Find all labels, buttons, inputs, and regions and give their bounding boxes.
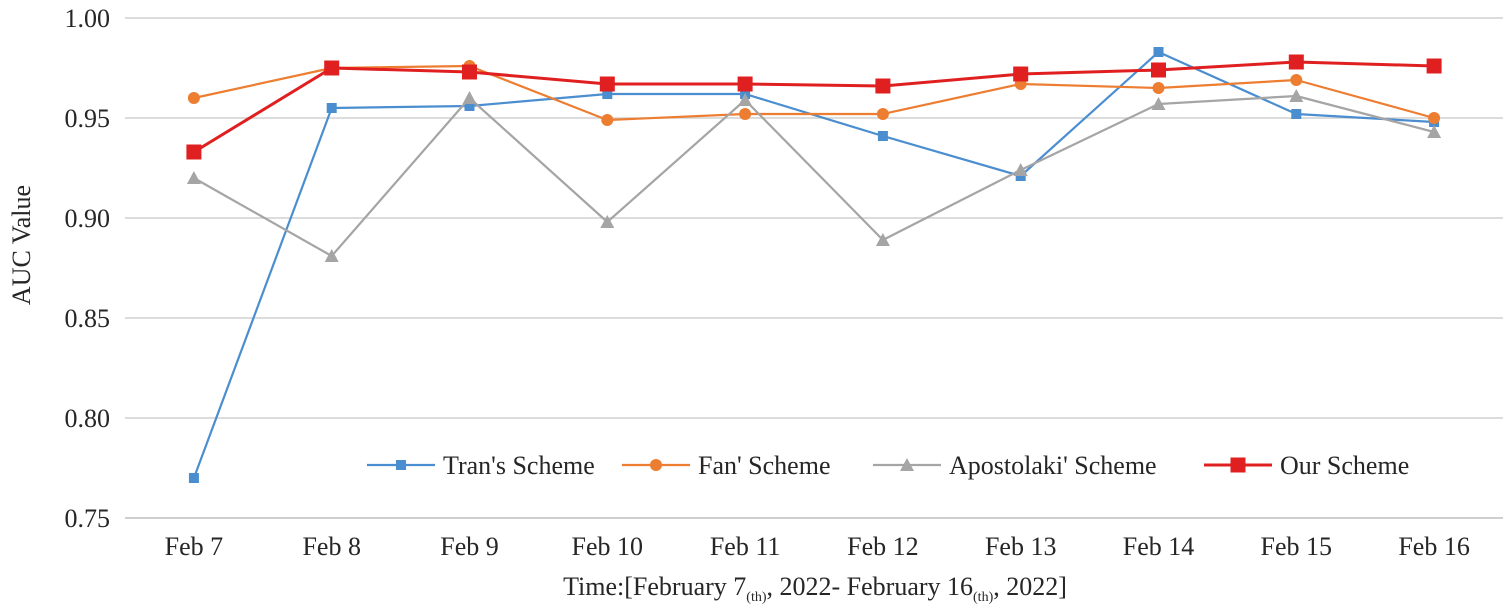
series-layer — [186, 47, 1442, 483]
y-tick-label: 0.85 — [65, 304, 111, 333]
y-tick-label: 0.95 — [65, 104, 111, 133]
data-point-fan-scheme — [187, 92, 200, 104]
y-tick-label: 0.90 — [65, 204, 111, 233]
series-apostolaki-scheme — [186, 89, 1442, 262]
y-axis-title: AUC Value — [7, 185, 36, 305]
data-point-fan-scheme — [1152, 82, 1165, 94]
data-point-our-scheme — [324, 60, 340, 76]
data-point-our-scheme — [1013, 66, 1029, 82]
gridlines — [125, 17, 1503, 519]
data-point-apostolaki-scheme — [462, 91, 477, 104]
data-point-fan-scheme — [876, 108, 889, 120]
data-point-our-scheme — [186, 144, 202, 160]
data-point-fan-scheme — [1428, 112, 1441, 124]
data-point-apostolaki-scheme — [875, 233, 890, 246]
data-point-tran-s-scheme — [464, 101, 475, 111]
x-tick-label: Feb 10 — [572, 532, 644, 561]
legend-marker-fan-scheme — [650, 459, 662, 471]
legend-marker-apostolaki-scheme — [900, 458, 914, 471]
data-point-apostolaki-scheme — [186, 171, 201, 184]
data-point-apostolaki-scheme — [600, 215, 615, 228]
x-axis-title-part-1: Time:[February 7 — [563, 572, 746, 601]
data-point-apostolaki-scheme — [1289, 89, 1304, 102]
y-axis-tick-labels: 0.75 0.80 0.85 0.90 0.95 1.00 — [65, 4, 111, 533]
x-tick-label: Feb 15 — [1261, 532, 1333, 561]
data-point-our-scheme — [875, 78, 891, 94]
legend-item-apostolaki-scheme: Apostolaki' Scheme — [873, 451, 1157, 480]
legend-item-tran-s-scheme: Tran's Scheme — [367, 451, 595, 480]
series-line-apostolaki-scheme — [193, 94, 1435, 258]
x-axis-title-superscript-2: (th) — [973, 590, 994, 605]
x-axis-title-part-2: , 2022- February 16 — [767, 572, 974, 601]
legend: Tran's Scheme Fan' Scheme Apostolaki' Sche… — [367, 451, 1409, 480]
data-point-apostolaki-scheme — [738, 93, 753, 106]
y-tick-label: 0.75 — [65, 504, 111, 533]
data-point-fan-scheme — [1290, 74, 1303, 86]
legend-marker-our-scheme — [1230, 457, 1246, 473]
x-tick-label: Feb 16 — [1398, 532, 1470, 561]
data-point-our-scheme — [1426, 58, 1442, 74]
x-axis-title-part-3: , 2022] — [993, 572, 1067, 601]
data-point-fan-scheme — [739, 108, 752, 120]
x-axis-tick-labels: Feb 7 Feb 8 Feb 9 Feb 10 Feb 11 Feb 12 Feb 13 F… — [165, 532, 1470, 561]
data-point-apostolaki-scheme — [324, 249, 339, 262]
x-tick-label: Feb 9 — [440, 532, 499, 561]
data-point-fan-scheme — [601, 114, 614, 126]
data-point-our-scheme — [1288, 54, 1304, 70]
series-line-our-scheme — [193, 60, 1435, 154]
legend-item-our-scheme: Our Scheme — [1204, 451, 1409, 480]
legend-label: Tran's Scheme — [443, 451, 595, 480]
legend-label: Our Scheme — [1280, 451, 1409, 480]
legend-label: Apostolaki' Scheme — [949, 451, 1157, 480]
series-our-scheme — [186, 54, 1442, 160]
data-point-tran-s-scheme — [602, 89, 613, 99]
data-point-tran-s-scheme — [188, 473, 199, 483]
series-line-fan-scheme — [193, 64, 1435, 122]
x-tick-label: Feb 13 — [985, 532, 1057, 561]
legend-item-fan-scheme: Fan' Scheme — [622, 451, 831, 480]
x-tick-label: Feb 12 — [847, 532, 919, 561]
y-tick-label: 1.00 — [65, 4, 111, 33]
x-tick-label: Feb 8 — [302, 532, 361, 561]
x-tick-label: Feb 14 — [1123, 532, 1195, 561]
data-point-tran-s-scheme — [1291, 109, 1302, 119]
x-axis-title-superscript-1: (th) — [746, 590, 767, 605]
data-point-our-scheme — [737, 76, 753, 92]
x-tick-label: Feb 11 — [710, 532, 781, 561]
data-point-apostolaki-scheme — [1427, 125, 1442, 138]
x-tick-label: Feb 7 — [165, 532, 224, 561]
x-axis-title: Time:[February 7(th), 2022- February 16(… — [563, 572, 1067, 605]
legend-label: Fan' Scheme — [698, 451, 831, 480]
data-point-tran-s-scheme — [326, 103, 337, 113]
data-point-our-scheme — [462, 64, 477, 80]
y-tick-label: 0.80 — [65, 404, 111, 433]
data-point-our-scheme — [1151, 62, 1166, 78]
legend-marker-tran-s-scheme — [396, 460, 406, 470]
data-point-our-scheme — [599, 76, 615, 92]
data-point-apostolaki-scheme — [1013, 163, 1028, 176]
series-line-tran-s-scheme — [192, 50, 1435, 479]
data-point-apostolaki-scheme — [1151, 97, 1166, 110]
data-point-tran-s-scheme — [877, 131, 888, 141]
data-point-tran-s-scheme — [1153, 47, 1164, 57]
